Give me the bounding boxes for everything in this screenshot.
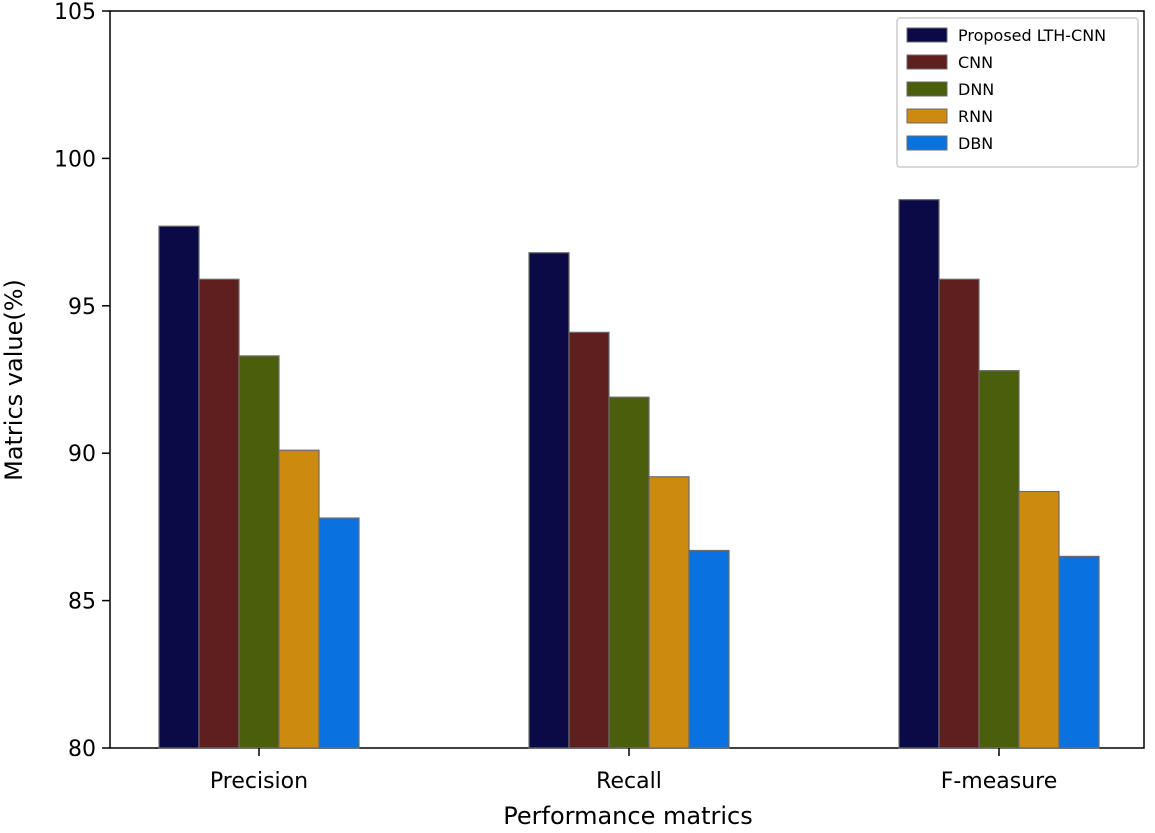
legend-label: Proposed LTH-CNN	[958, 26, 1106, 45]
bar-recall-dnn	[608, 396, 650, 749]
y-tick-label: 100	[54, 147, 96, 172]
bar-f-measure-rnn	[1018, 490, 1060, 749]
bar-f-measure-dbn	[1058, 555, 1100, 749]
bars	[158, 199, 1100, 749]
bar-precision-rnn	[278, 449, 320, 749]
x-tick-label: Precision	[210, 769, 308, 794]
bar-recall-cnn	[568, 331, 610, 749]
bar-f-measure-proposed-lth-cnn	[898, 199, 940, 749]
legend-label: DNN	[958, 80, 994, 99]
y-tick-label: 90	[68, 442, 96, 467]
legend: Proposed LTH-CNN CNN DNN RNN DBN	[896, 17, 1139, 168]
y-tick-label: 80	[68, 737, 96, 762]
bar-recall-rnn	[648, 476, 690, 749]
x-axis-label: Performance matrics	[503, 802, 752, 829]
y-tick-label: 85	[68, 590, 96, 615]
bar-precision-dbn	[318, 517, 360, 749]
x-axis-ticks: Precision Recall F-measure	[210, 748, 1057, 794]
legend-box	[896, 17, 1139, 168]
x-tick-label: Recall	[596, 769, 662, 794]
bar-recall-proposed-lth-cnn	[528, 252, 570, 749]
legend-swatch	[906, 27, 948, 43]
y-axis-ticks: 80 85 90 95 100 105	[54, 0, 110, 762]
y-tick-label: 105	[54, 0, 96, 25]
legend-label: RNN	[958, 107, 993, 126]
legend-label: DBN	[958, 134, 993, 153]
legend-swatch	[906, 54, 948, 70]
legend-swatch	[906, 135, 948, 151]
bar-precision-proposed-lth-cnn	[158, 225, 200, 749]
bar-f-measure-cnn	[938, 278, 980, 749]
legend-label: CNN	[958, 53, 993, 72]
x-tick-label: F-measure	[941, 769, 1058, 794]
bar-precision-dnn	[238, 355, 280, 749]
bar-precision-cnn	[198, 278, 240, 749]
bar-f-measure-dnn	[978, 370, 1020, 749]
y-tick-label: 95	[68, 295, 96, 320]
y-axis-label: Matrics value(%)	[0, 279, 28, 481]
legend-swatch	[906, 81, 948, 97]
bar-recall-dbn	[688, 549, 730, 749]
legend-swatch	[906, 108, 948, 124]
